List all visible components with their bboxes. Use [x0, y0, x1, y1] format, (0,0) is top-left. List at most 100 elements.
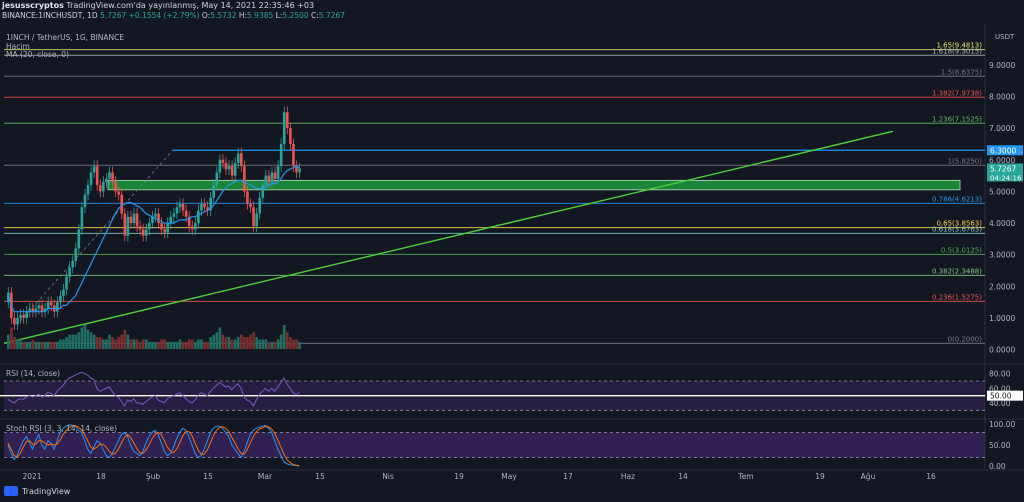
- volume-bar: [187, 339, 191, 350]
- x-tick-label: 19: [454, 472, 464, 481]
- volume-bar: [129, 339, 133, 350]
- volume-bar: [126, 334, 130, 350]
- stoch-tick-label: 100.00: [989, 420, 1015, 429]
- candle-body: [144, 229, 148, 236]
- legend-ma[interactable]: MA (20, close, 0): [6, 50, 70, 59]
- price-change: +0.1554 (+2.79%): [128, 11, 200, 20]
- fib-level-label: 0.382(2.3488): [932, 267, 982, 275]
- volume-bar: [279, 334, 283, 350]
- x-tick-label: 15: [315, 472, 325, 481]
- volume-bar: [230, 339, 234, 350]
- volume-bar: [233, 339, 237, 350]
- y-tick-label: 4.0000: [989, 219, 1015, 228]
- y-tick-label: 7.0000: [989, 124, 1015, 133]
- volume-bar: [52, 341, 56, 350]
- volume-bar: [49, 341, 53, 350]
- fib-level-label: 1.618(9.3015): [932, 47, 982, 55]
- volume-bar: [37, 341, 41, 350]
- candle-body: [286, 112, 289, 129]
- volume-bar: [197, 339, 200, 350]
- candle-body: [252, 207, 255, 227]
- volume-bar: [169, 341, 173, 350]
- price-badge-label: 5.7267: [990, 164, 1016, 173]
- candle-body: [129, 216, 133, 224]
- author-name[interactable]: jesusscryptos: [2, 1, 64, 10]
- x-tick-label: Tem: [737, 472, 753, 481]
- candle-body: [98, 185, 102, 192]
- volume-bar: [243, 337, 246, 350]
- tradingview-logo[interactable]: TradingView: [4, 486, 70, 496]
- x-tick-label: 17: [563, 472, 573, 481]
- high-value: 5.9385: [247, 11, 274, 20]
- rsi-line: [7, 371, 300, 407]
- candle-body: [77, 229, 81, 249]
- volume-bar: [148, 341, 151, 350]
- legend-volume[interactable]: Hacim: [6, 42, 30, 51]
- volume-bar: [264, 339, 268, 350]
- candle-body: [163, 229, 166, 233]
- low-label: L:: [275, 11, 283, 20]
- ma20-line: [7, 165, 300, 313]
- candle-body: [157, 213, 160, 224]
- volume-bar: [184, 341, 188, 350]
- volume-bar: [74, 334, 78, 350]
- candle-body: [117, 191, 120, 195]
- symbol-ohlc: BINANCE:1INCHUSDT, 1D 5.7267 +0.1554 (+2…: [2, 11, 345, 20]
- stoch-tick-label: 0.00: [989, 462, 1006, 471]
- volume-bar: [71, 334, 74, 350]
- symbol-name[interactable]: BINANCE:1INCHUSDT, 1D: [2, 11, 98, 20]
- candle-body: [25, 311, 28, 319]
- volume-bar: [200, 339, 203, 350]
- fib-level-label: 1.236(7.1525): [932, 115, 982, 123]
- dashed-projection-line: [19, 153, 171, 322]
- volume-bar: [227, 337, 231, 350]
- fib-level-label: 0.786(4.6213): [932, 195, 982, 203]
- volume-bar: [7, 334, 10, 350]
- x-tick-label: 15: [203, 472, 213, 481]
- tradingview-logo-icon: [4, 486, 18, 496]
- volume-bar: [89, 332, 93, 350]
- high-label: H:: [238, 11, 248, 20]
- candle-body: [215, 172, 219, 186]
- legend-stoch-rsi[interactable]: Stoch RSI (3, 3, 14, 14, close): [6, 424, 117, 433]
- candle-body: [105, 178, 108, 182]
- volume-bar: [181, 341, 185, 350]
- currency-label: USDT: [995, 33, 1015, 41]
- candle-body: [28, 308, 32, 312]
- volume-bar: [178, 339, 182, 350]
- volume-bar: [56, 341, 59, 350]
- candle-body: [270, 172, 274, 182]
- volume-bar: [246, 337, 249, 350]
- candle-body: [46, 302, 50, 309]
- low-value: 5.2500: [282, 11, 309, 20]
- candle-body: [261, 185, 265, 198]
- volume-bar: [276, 339, 280, 350]
- volume-bar: [68, 334, 71, 350]
- candle-body: [135, 213, 139, 227]
- legend-pair[interactable]: 1INCH / TetherUS, 1G, BINANCE: [6, 33, 125, 42]
- close-label: C:: [311, 11, 319, 20]
- volume-bar: [252, 332, 255, 350]
- volume-bar: [132, 339, 136, 350]
- stoch-band: [4, 432, 985, 458]
- candle-body: [102, 181, 105, 192]
- legend-rsi[interactable]: RSI (14, close): [6, 369, 61, 378]
- candle-body: [62, 289, 65, 296]
- candle-body: [240, 153, 243, 167]
- volume-bar: [138, 341, 142, 350]
- candle-body: [224, 162, 228, 170]
- rsi-tick-label: 40.00: [989, 399, 1011, 408]
- volume-bar: [206, 341, 209, 350]
- candle-body: [206, 207, 209, 211]
- candle-body: [114, 181, 117, 192]
- tradingview-brand: TradingView: [22, 486, 71, 496]
- volume-bar: [236, 337, 240, 350]
- x-tick-label: May: [501, 472, 517, 481]
- candle-body: [68, 267, 71, 277]
- stoch-d-line: [7, 425, 300, 467]
- volume-bar: [98, 337, 102, 350]
- y-tick-label: 2.0000: [989, 282, 1015, 291]
- volume-bar: [86, 329, 90, 350]
- volume-bar: [43, 341, 47, 350]
